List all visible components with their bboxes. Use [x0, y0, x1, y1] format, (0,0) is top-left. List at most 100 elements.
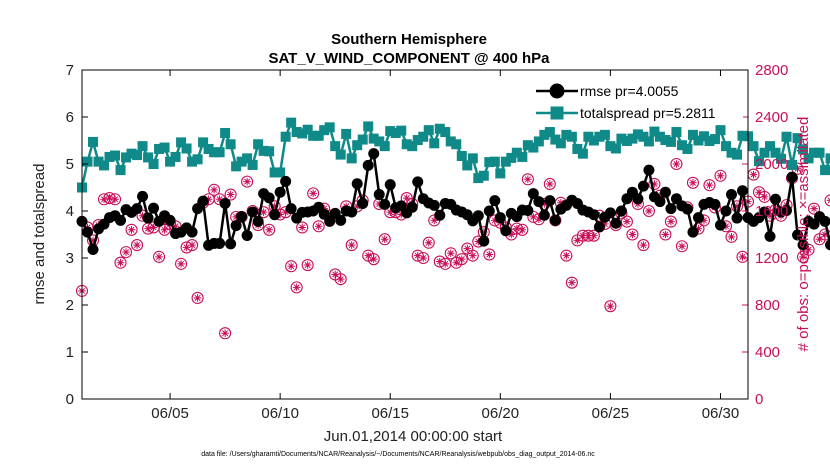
- totalspread-point: [605, 141, 616, 152]
- obs-assimilated-point: [380, 235, 389, 243]
- rmse-point: [781, 205, 793, 217]
- rmse-point: [478, 235, 490, 247]
- totalspread-point: [176, 137, 187, 148]
- totalspread-point: [445, 136, 456, 147]
- totalspread-point: [616, 133, 627, 144]
- obs-possible-point: [703, 179, 716, 192]
- totalspread-point: [93, 156, 104, 167]
- totalspread-point: [588, 135, 599, 146]
- rmse-point: [637, 180, 649, 192]
- y-axis-label: rmse and totalspread: [31, 164, 48, 305]
- rmse-point: [770, 193, 782, 205]
- totalspread-point: [687, 129, 698, 140]
- totalspread-point: [286, 117, 297, 128]
- rmse-point: [252, 215, 264, 227]
- y-right-tick-label: 400: [755, 344, 780, 361]
- rmse-point: [373, 189, 385, 201]
- y-right-tick-label: 2400: [755, 109, 788, 126]
- obs-count-group: [75, 157, 830, 340]
- obs-assimilated-point: [100, 195, 108, 204]
- totalspread-point: [335, 149, 346, 160]
- obs-possible-point: [565, 276, 578, 289]
- y-tick-label: 7: [66, 62, 74, 79]
- totalspread-point: [88, 136, 99, 147]
- obs-possible-point: [307, 187, 320, 200]
- obs-possible-point: [648, 177, 661, 191]
- rmse-point: [533, 196, 545, 208]
- totalspread-point: [170, 151, 181, 162]
- rmse-point: [725, 189, 737, 201]
- obs-assimilated-point: [226, 190, 235, 199]
- obs-possible-point: [604, 300, 617, 313]
- obs-assimilated-point: [320, 204, 328, 213]
- totalspread-point: [247, 159, 258, 170]
- obs-possible-point: [560, 249, 573, 262]
- rmse-point: [131, 203, 143, 215]
- totalspread-point: [434, 123, 445, 134]
- totalspread-point: [308, 130, 319, 141]
- totalspread-point: [654, 131, 665, 142]
- totalspread-point: [765, 141, 776, 152]
- rmse-point: [115, 214, 127, 226]
- x-tick-label: 06/20: [482, 405, 520, 422]
- obs-assimilated-point: [446, 249, 455, 258]
- obs-assimilated-point: [650, 180, 659, 188]
- obs-assimilated-point: [557, 198, 565, 207]
- obs-possible-point: [153, 250, 166, 263]
- totalspread-point: [297, 128, 308, 139]
- totalspread-point: [203, 143, 214, 154]
- y-right-tick-label: 1600: [755, 203, 788, 220]
- legend-label-rmse: rmse pr=4.0055: [580, 83, 679, 99]
- obs-assimilated-point: [105, 194, 114, 202]
- rmse-point: [549, 214, 561, 226]
- totalspread-point: [798, 144, 809, 155]
- totalspread-point: [484, 157, 495, 168]
- rmse-point: [687, 226, 699, 238]
- totalspread-point: [462, 160, 473, 171]
- totalspread-point: [165, 156, 176, 167]
- chart-subtitle: SAT_V_WIND_COMPONENT @ 400 hPa: [268, 50, 550, 67]
- obs-assimilated-point: [727, 233, 736, 241]
- obs-assimilated-point: [193, 294, 202, 302]
- obs-assimilated-point: [639, 241, 648, 249]
- y-right-tick-label: 800: [755, 297, 780, 314]
- totalspread-point: [110, 150, 121, 161]
- obs-assimilated-point: [177, 260, 185, 268]
- obs-assimilated-point: [815, 235, 824, 243]
- obs-assimilated-point: [160, 226, 169, 234]
- totalspread-point: [754, 156, 765, 167]
- totalspread-point: [682, 143, 693, 154]
- totalspread-point: [511, 147, 522, 158]
- totalspread-point: [258, 145, 269, 156]
- x-tick-label: 06/15: [371, 405, 409, 422]
- legend-box: [533, 76, 743, 124]
- obs-possible-point: [301, 258, 314, 272]
- obs-assimilated-point: [601, 220, 609, 228]
- rmse-point: [593, 221, 605, 233]
- rmse-point: [819, 215, 830, 227]
- totalspread-point: [82, 156, 93, 167]
- obs-assimilated-point: [474, 237, 483, 246]
- obs-possible-point: [241, 175, 254, 188]
- totalspread-point: [489, 156, 500, 167]
- obs-assimilated-point: [430, 216, 439, 225]
- rmse-point: [324, 215, 336, 227]
- obs-assimilated-point: [155, 253, 163, 261]
- totalspread-point: [583, 131, 594, 142]
- y-tick-label: 6: [66, 109, 74, 126]
- rmse-point: [665, 203, 677, 215]
- obs-assimilated-point: [325, 211, 334, 220]
- obs-assimilated-point: [595, 211, 604, 220]
- totalspread-point: [220, 127, 231, 138]
- totalspread-point: [137, 141, 148, 152]
- totalspread-point: [770, 147, 781, 158]
- totalspread-point: [759, 147, 770, 158]
- obs-assimilated-point: [810, 204, 818, 213]
- rmse-point: [544, 195, 556, 207]
- rmse-point: [588, 209, 600, 221]
- totalspread-point: [693, 135, 704, 146]
- obs-assimilated-point: [678, 242, 686, 251]
- totalspread-point: [665, 136, 676, 147]
- totalspread-point: [599, 129, 610, 140]
- x-tick-label: 06/30: [702, 405, 740, 422]
